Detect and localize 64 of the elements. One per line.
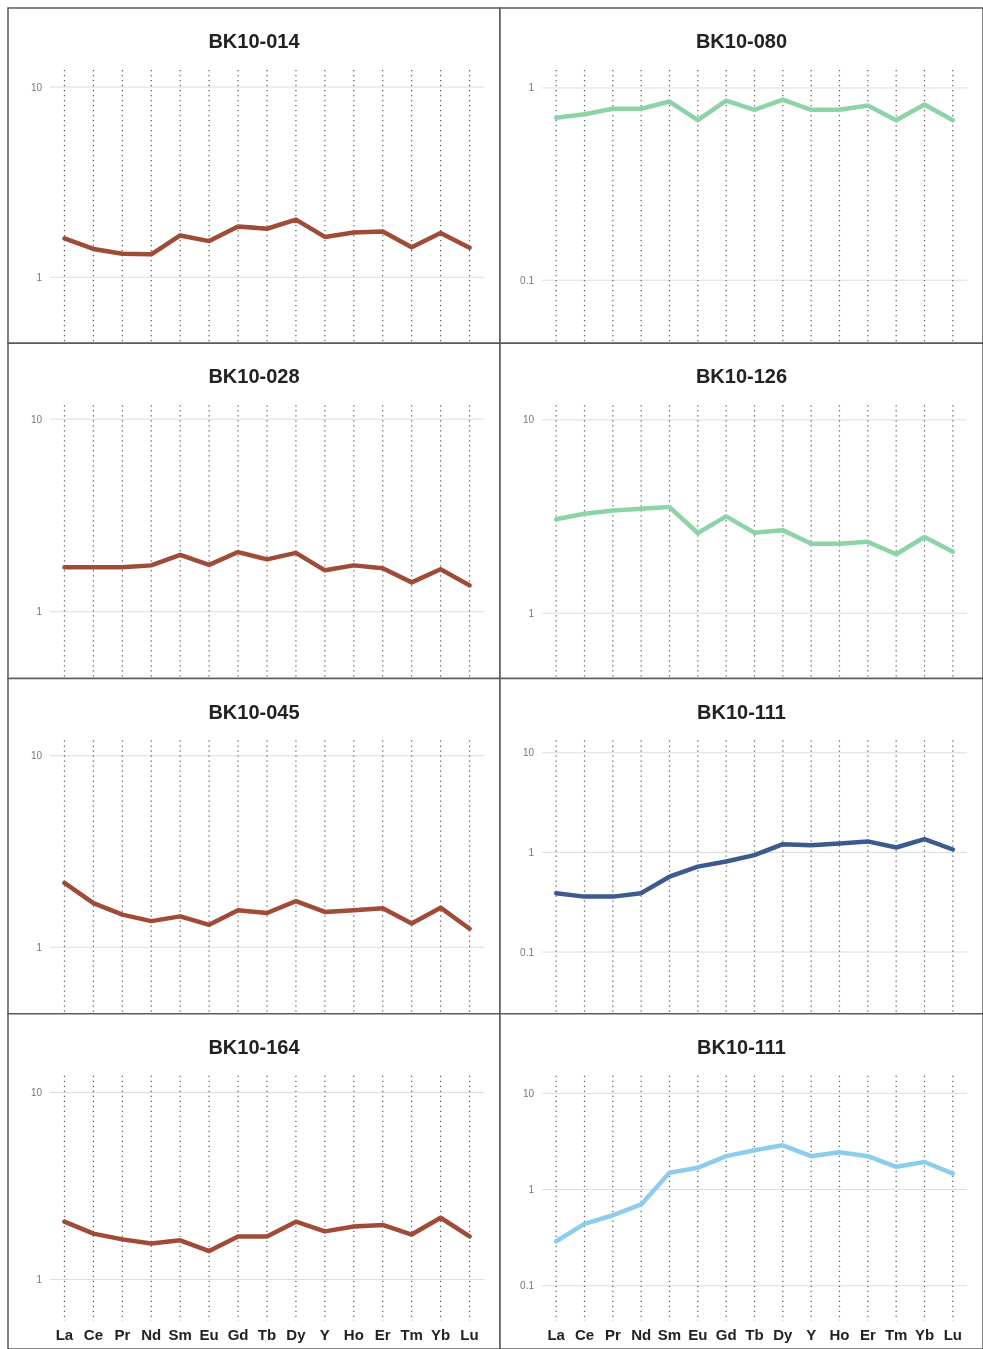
y-tick-label: 1 [528,1183,535,1195]
x-tick-label: Ce [83,1326,103,1343]
x-tick-label: Gd [227,1326,249,1343]
line-series [553,836,956,899]
x-tick-label: Dy [773,1326,794,1343]
y-tick-label: 10 [522,414,535,426]
x-tick-label: Nd [631,1326,652,1343]
x-tick-label: Tm [884,1326,908,1343]
x-tick-label: Ce [574,1326,595,1343]
x-tick-label: La [547,1326,566,1343]
line-series [553,97,956,123]
x-tick-label: Tb [745,1326,764,1343]
line-series [62,549,472,588]
chart-title: BK10-045 [208,700,300,723]
chart-title: BK10-080 [695,30,788,52]
x-tick-label: Ho [343,1326,364,1343]
y-tick-label: 10 [30,81,43,93]
x-tick-label: Er [374,1326,391,1343]
line-series [62,1215,472,1254]
x-tick-label: Pr [114,1326,131,1343]
x-tick-label: Dy [286,1326,307,1343]
x-tick-label: Eu [199,1326,219,1343]
x-tick-label: Er [859,1326,876,1343]
chart-title: BK10-111 [697,1035,786,1058]
y-tick-label: 10 [30,750,43,762]
chart-title: BK10-111 [697,700,786,723]
line-series [553,1143,956,1244]
x-tick-label: Gd [715,1326,737,1343]
chart-title: BK10-126 [695,365,788,388]
y-tick-label: 1 [36,271,43,283]
x-tick-label: Nd [141,1326,162,1343]
x-tick-label: Lu [943,1326,962,1343]
x-tick-label: Ho [829,1326,850,1343]
y-tick-label: 10 [522,1087,535,1099]
y-tick-label: 0.1 [520,274,535,286]
x-tick-label: Yb [431,1326,451,1343]
x-tick-label: Lu [460,1326,479,1343]
y-tick-label: 10 [522,747,535,759]
x-tick-label: La [55,1326,74,1343]
line-series [553,504,956,557]
chart-title: BK10-014 [208,30,301,52]
y-tick-label: 1 [528,607,535,619]
y-tick-label: 1 [528,846,535,858]
chart-title: BK10-164 [208,1035,301,1058]
x-tick-label: Sm [168,1326,192,1343]
x-tick-label: Eu [688,1326,708,1343]
y-tick-label: 1 [36,606,43,618]
y-tick-label: 0.1 [520,1280,535,1292]
y-tick-label: 1 [36,1274,43,1286]
x-tick-label: Yb [914,1326,935,1343]
line-series [62,217,472,257]
x-tick-label: Tm [400,1326,423,1343]
y-tick-label: 0.1 [520,946,535,958]
x-tick-label: Tb [257,1326,277,1343]
x-tick-label: Sm [657,1326,682,1343]
line-series [62,880,472,931]
chart-title: BK10-028 [208,365,300,388]
x-tick-label: Y [806,1326,817,1343]
x-tick-label: Pr [604,1326,621,1343]
x-tick-label: Y [319,1326,330,1343]
y-tick-label: 10 [30,413,43,425]
y-tick-label: 10 [30,1087,43,1099]
y-tick-label: 1 [528,82,535,94]
y-tick-label: 1 [36,941,43,953]
